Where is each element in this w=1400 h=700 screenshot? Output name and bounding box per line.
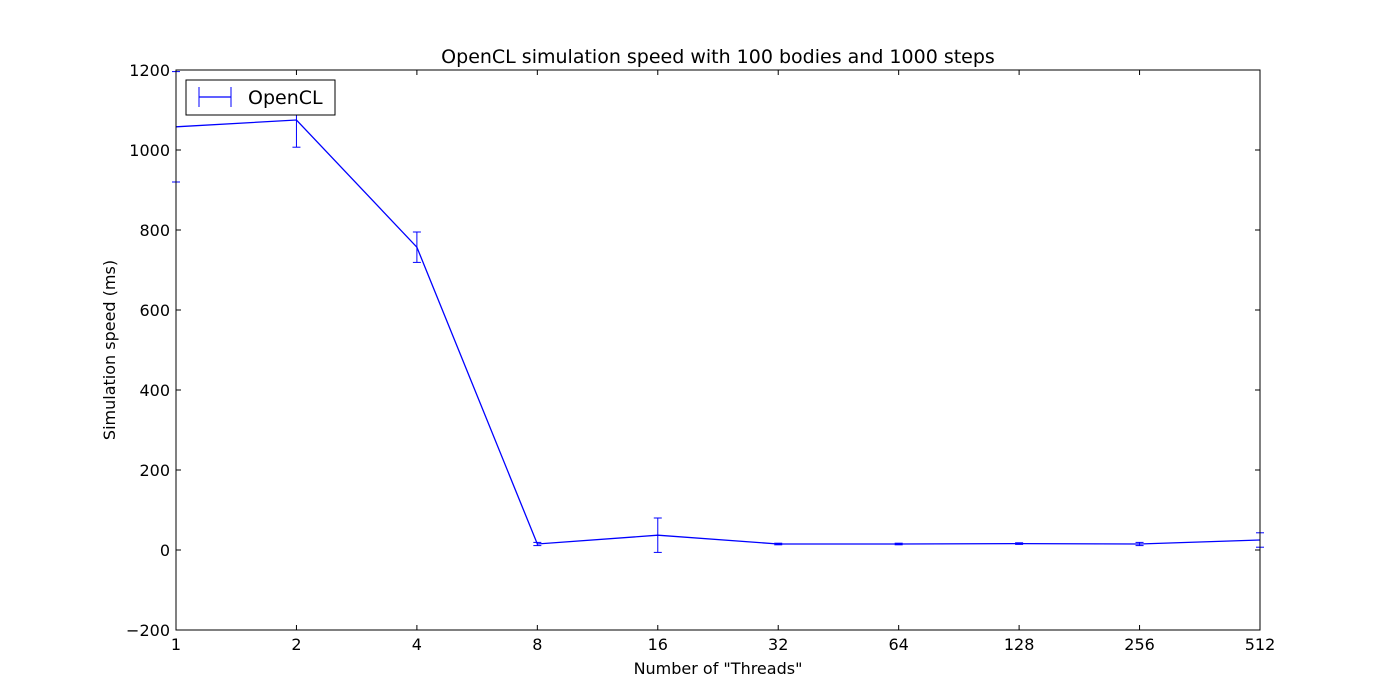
- x-tick-label: 8: [532, 635, 542, 654]
- y-tick-label: 600: [139, 301, 170, 320]
- chart-title: OpenCL simulation speed with 100 bodies …: [441, 46, 995, 68]
- x-tick-label: 256: [1124, 635, 1155, 654]
- y-tick-label: −200: [126, 621, 170, 640]
- x-tick-label: 32: [768, 635, 788, 654]
- x-tick-label: 4: [412, 635, 422, 654]
- x-tick-label: 1: [171, 635, 181, 654]
- x-tick-label: 128: [1004, 635, 1035, 654]
- y-axis-label: Simulation speed (ms): [100, 260, 119, 440]
- x-tick-label: 2: [291, 635, 301, 654]
- y-tick-label: 0: [160, 541, 170, 560]
- y-tick-label: 1200: [129, 61, 170, 80]
- y-tick-label: 200: [139, 461, 170, 480]
- plot-area: [176, 70, 1260, 630]
- y-tick-label: 800: [139, 221, 170, 240]
- legend: OpenCL: [186, 80, 335, 115]
- x-tick-label: 16: [648, 635, 668, 654]
- y-tick-label: 1000: [129, 141, 170, 160]
- x-axis-label: Number of "Threads": [634, 659, 803, 678]
- y-tick-label: 400: [139, 381, 170, 400]
- legend-label-opencl: OpenCL: [248, 87, 323, 109]
- x-tick-label: 512: [1245, 635, 1276, 654]
- x-tick-label: 64: [888, 635, 908, 654]
